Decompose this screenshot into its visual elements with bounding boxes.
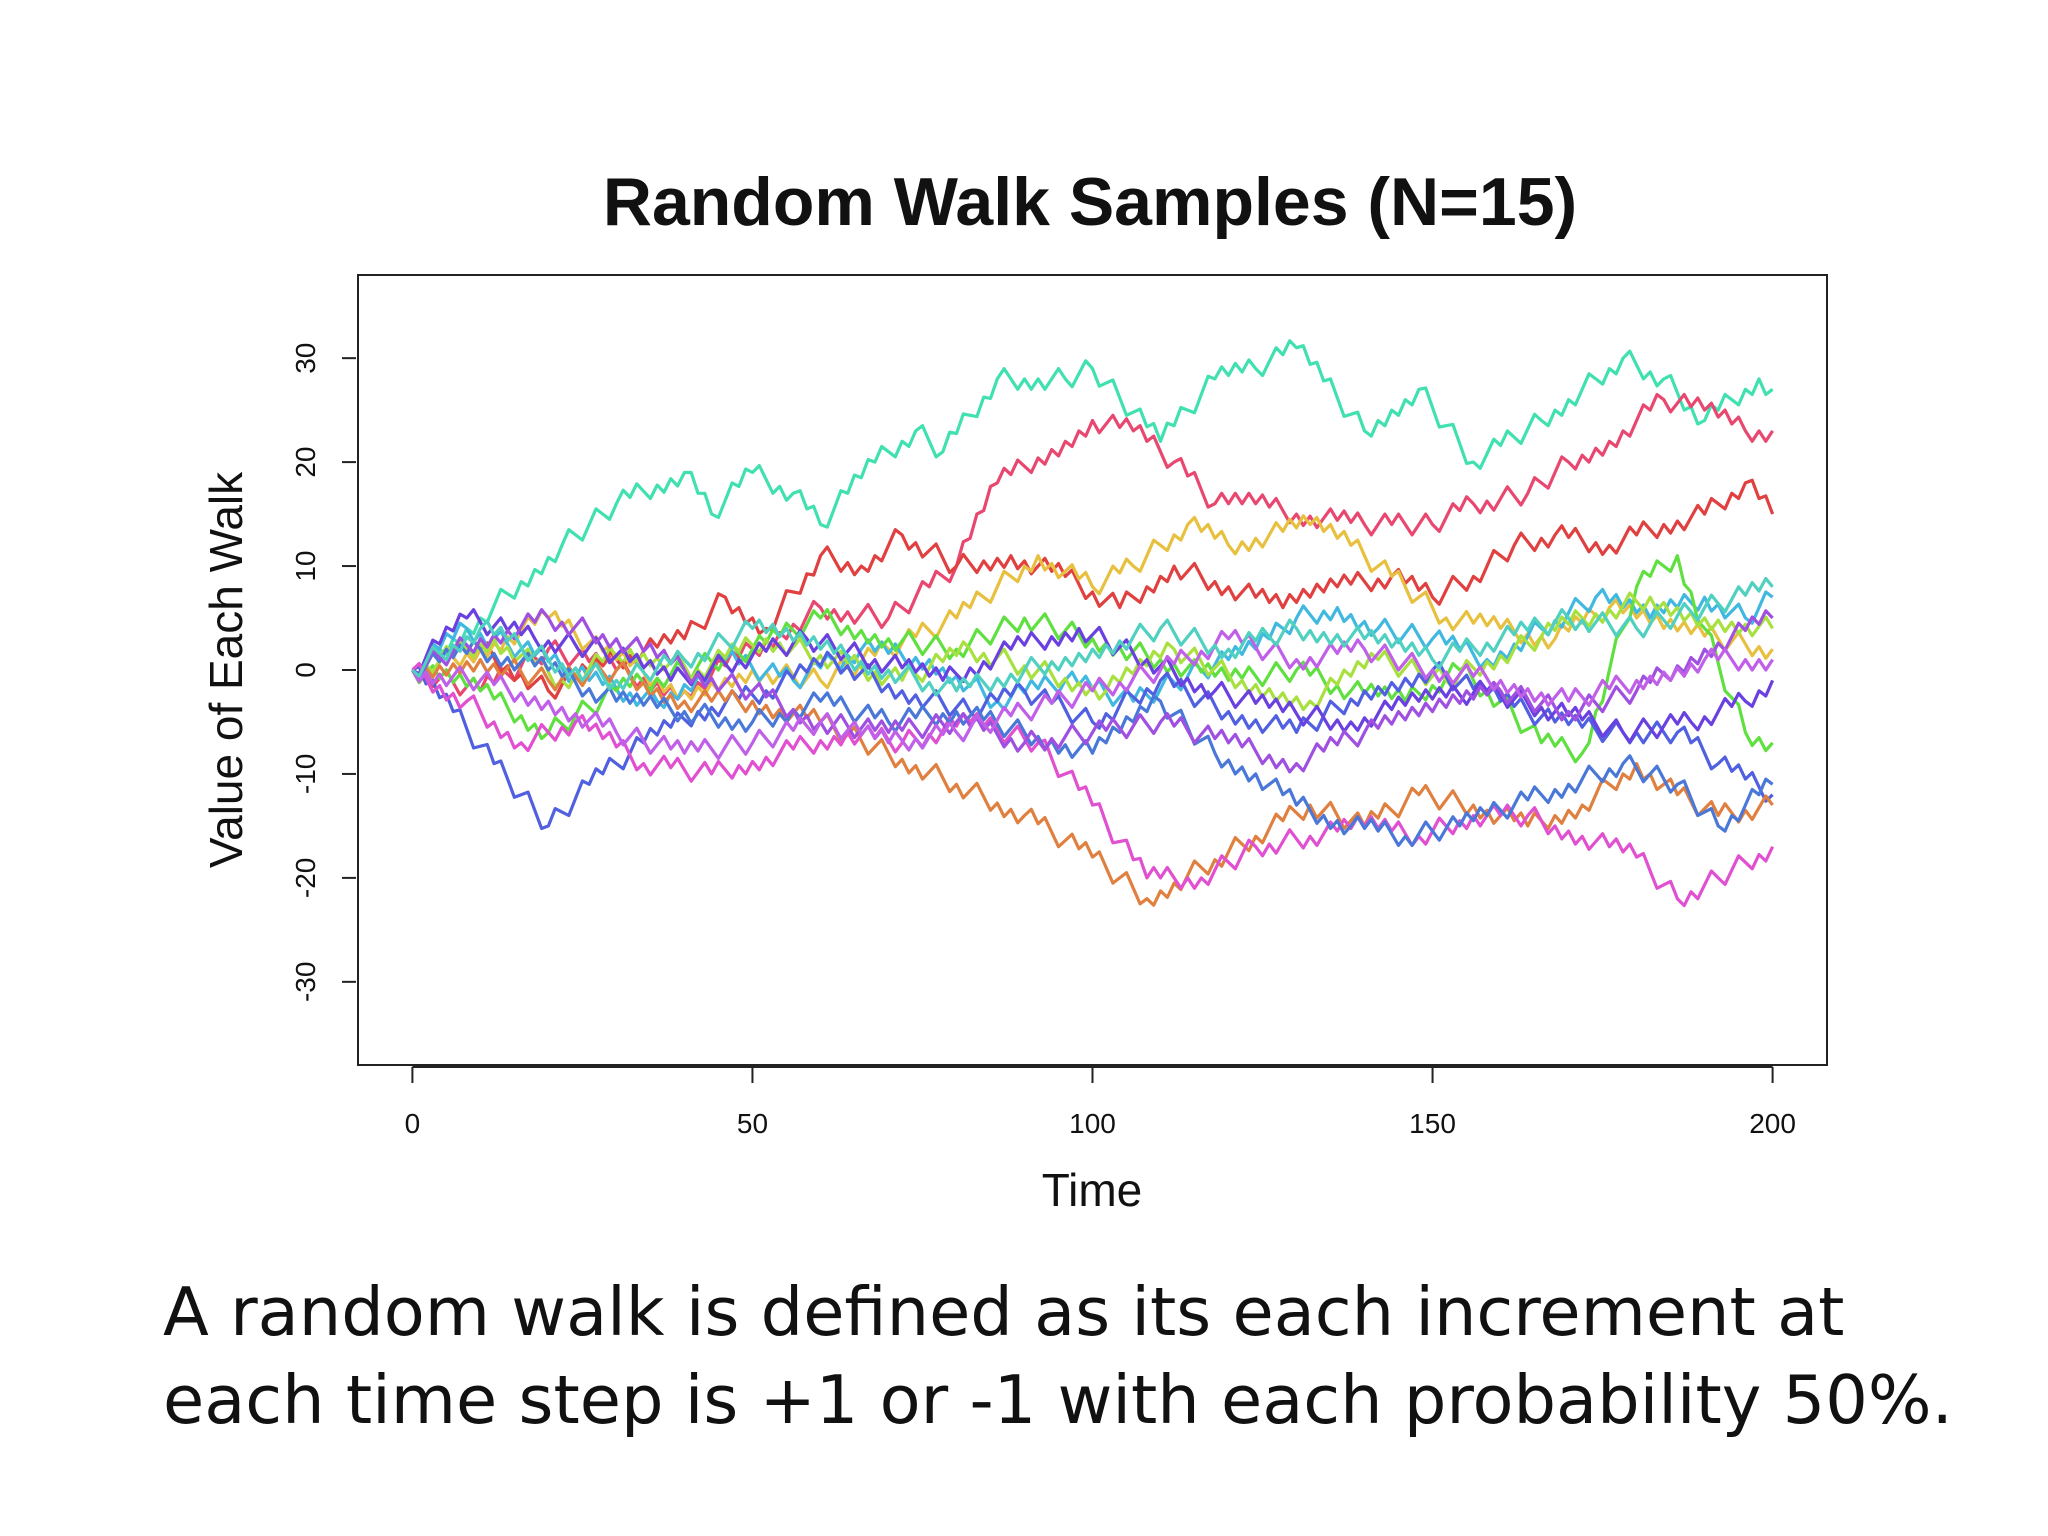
walk-series-line-2 — [410, 392, 1774, 701]
caption-line-1: A random walk is defined as its each inc… — [163, 1273, 1845, 1351]
y-axis-label: Value of Each Walk — [200, 471, 252, 868]
walk-series-line-8 — [411, 650, 1774, 831]
y-tick-label: 20 — [290, 447, 321, 478]
caption: A random walk is defined as its each inc… — [163, 1268, 1963, 1444]
walk-series-line-1 — [411, 339, 1774, 677]
walk-series-line-12 — [411, 639, 1774, 847]
walk-series-line-13 — [411, 608, 1774, 774]
y-axis: -30 -20 -10 0 10 20 30 — [290, 343, 356, 1002]
plot-frame — [357, 274, 1828, 1066]
x-axis-label: Time — [1042, 1164, 1143, 1216]
walk-series-line-9 — [411, 608, 1775, 744]
series-layer — [410, 339, 1775, 908]
y-tick-label: 30 — [290, 343, 321, 374]
x-tick-label: 150 — [1409, 1108, 1456, 1139]
walk-series-line-15 — [411, 576, 1774, 697]
y-tick-label: 10 — [290, 551, 321, 582]
random-walk-chart: Random Walk Samples (N=15) 0 50 100 150 200 … — [200, 164, 1828, 1216]
walk-series-line-10 — [411, 658, 1774, 907]
y-tick-label: -10 — [290, 754, 321, 794]
walk-series-line-6 — [410, 554, 1774, 764]
x-axis: 0 50 100 150 200 — [405, 1066, 1796, 1139]
y-tick-label: -30 — [290, 962, 321, 1002]
y-tick-label: -20 — [290, 858, 321, 898]
walk-series-line-3 — [411, 478, 1775, 700]
walk-series-line-11 — [411, 661, 1775, 908]
walk-series-line-14 — [411, 628, 1774, 760]
y-tick-label: 0 — [290, 662, 321, 678]
x-tick-label: 50 — [737, 1108, 768, 1139]
caption-line-2: each time step is +1 or -1 with each pro… — [163, 1361, 1953, 1439]
x-tick-label: 200 — [1749, 1108, 1796, 1139]
walk-series-line-4 — [411, 514, 1774, 701]
x-tick-label: 100 — [1069, 1108, 1116, 1139]
x-tick-label: 0 — [405, 1108, 421, 1139]
chart-title: Random Walk Samples (N=15) — [603, 164, 1577, 240]
